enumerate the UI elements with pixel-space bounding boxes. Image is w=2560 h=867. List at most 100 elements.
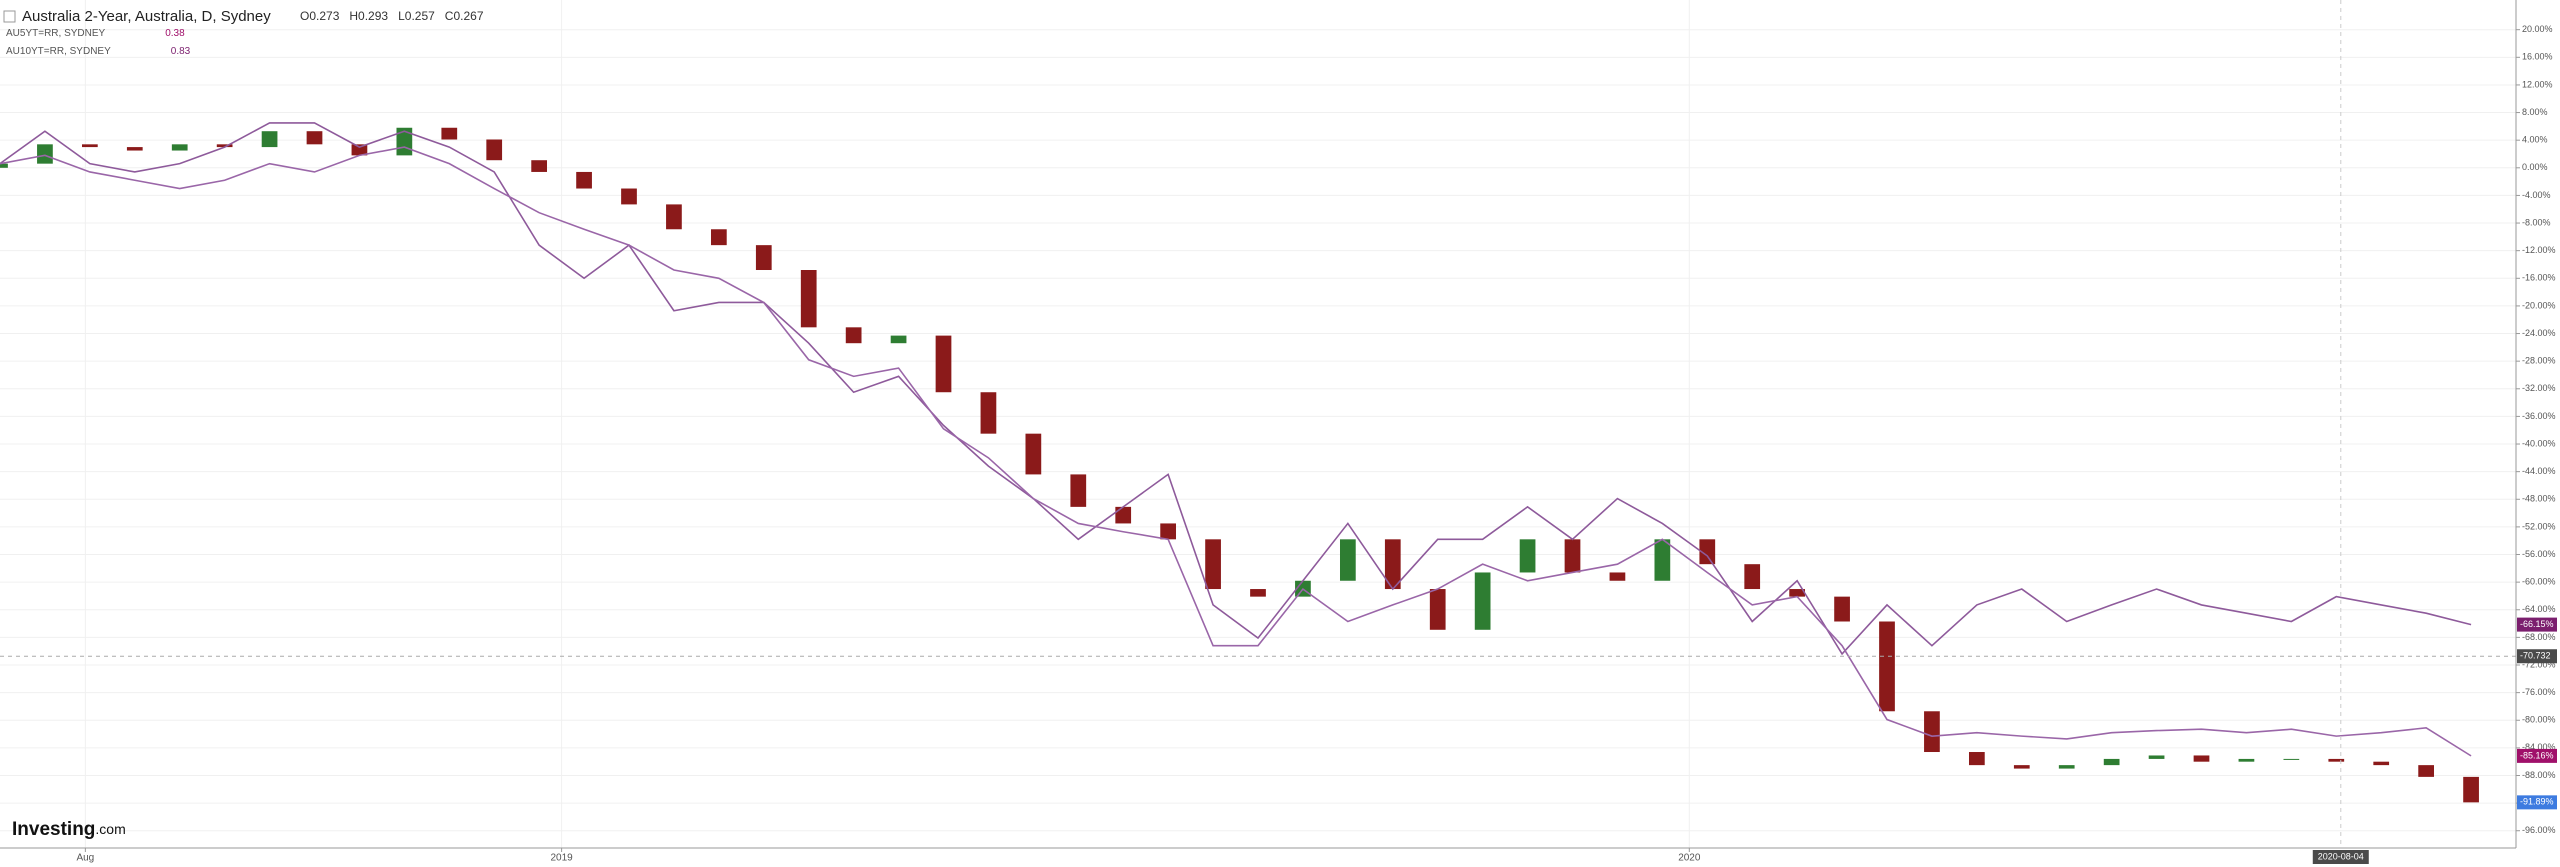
candle	[1025, 433, 1042, 475]
y-tick-label: -24.00%	[2522, 328, 2556, 338]
legend-value: 0.83	[171, 46, 191, 57]
y-tick-label: 4.00%	[2522, 135, 2548, 145]
candle	[1250, 589, 1266, 597]
price-tag	[2517, 795, 2557, 810]
ohlc-value: 0.257	[405, 9, 435, 23]
candle	[1115, 506, 1132, 524]
crosshair-x-tag-label: 2020-08-04	[2318, 851, 2364, 861]
candle	[486, 139, 503, 161]
candle	[710, 229, 727, 246]
y-tick-label: -64.00%	[2522, 604, 2556, 614]
y-tick-label: 12.00%	[2522, 79, 2553, 89]
candle	[261, 131, 278, 148]
price-tag-label: -85.16%	[2520, 750, 2554, 760]
candle	[1160, 523, 1177, 540]
y-tick-label: -4.00%	[2522, 190, 2551, 200]
collapse-icon[interactable]	[3, 10, 16, 23]
price-tag	[2517, 748, 2557, 763]
y-tick-label: 20.00%	[2522, 24, 2553, 34]
candle	[890, 335, 907, 344]
candle	[1924, 711, 1940, 753]
candle	[935, 335, 952, 393]
candle	[531, 160, 548, 172]
price-tag	[2517, 617, 2557, 632]
crosshair-x-tag	[2312, 850, 2369, 864]
candle	[1654, 539, 1671, 581]
candle	[621, 188, 637, 205]
line	[0, 122, 2472, 656]
candle	[1519, 539, 1536, 573]
x-tick-label: 2020	[1678, 853, 1701, 864]
y-tick-label: -28.00%	[2522, 356, 2556, 366]
candle	[126, 147, 143, 151]
candle	[37, 144, 53, 164]
y-tick-label: -60.00%	[2522, 577, 2556, 587]
candle	[1968, 752, 1985, 766]
candle	[1879, 621, 1895, 712]
candle	[1384, 539, 1401, 590]
candle	[441, 127, 458, 140]
y-tick-label: -76.00%	[2522, 687, 2556, 697]
candle	[216, 144, 233, 148]
candle	[2058, 765, 2075, 769]
candle	[1474, 572, 1491, 630]
candle	[1205, 539, 1221, 590]
candle	[1834, 596, 1850, 622]
grid	[0, 0, 2516, 848]
crosshair-tag-label: -70.732	[2520, 651, 2551, 661]
ohlc-value: 0.273	[309, 9, 339, 23]
y-tick-label: -44.00%	[2522, 466, 2556, 476]
candle	[351, 144, 368, 156]
candle	[1070, 474, 1087, 507]
crosshair-tag	[2517, 649, 2557, 664]
legend-value: 0.38	[165, 28, 185, 39]
candle	[2193, 755, 2210, 762]
y-tick-label: -16.00%	[2522, 273, 2556, 283]
ohlc-label: O	[300, 9, 309, 23]
y-tick-label: 16.00%	[2522, 52, 2553, 62]
candle	[1609, 572, 1626, 581]
y-tick-label: -68.00%	[2522, 632, 2556, 642]
legend-name: AU5YT=RR, SYDNEY	[6, 28, 106, 39]
candle	[2283, 758, 2300, 760]
candle	[81, 144, 98, 148]
y-tick-label: 0.00%	[2522, 162, 2548, 172]
candle	[1429, 589, 1446, 630]
ohlc-label: L	[398, 9, 405, 23]
price-tag-label: -91.89%	[2520, 797, 2554, 807]
candle	[576, 171, 592, 189]
y-tick-label: -96.00%	[2522, 825, 2556, 835]
candle	[0, 163, 8, 168]
candle	[2463, 776, 2479, 803]
y-tick-label: -8.00%	[2522, 217, 2551, 227]
candle	[1699, 539, 1716, 565]
legend-name: AU10YT=RR, SYDNEY	[6, 46, 111, 57]
candle	[2238, 758, 2255, 762]
ohlc-value: 0.293	[358, 9, 388, 23]
header: Australia 2-Year, Australia, D, Sydney O…	[3, 8, 484, 57]
y-tick-label: -32.00%	[2522, 383, 2556, 393]
candle	[1339, 539, 1356, 581]
logo-suffix: .com	[95, 821, 125, 837]
candle	[1744, 564, 1761, 590]
logo-text: Investing.com	[12, 819, 126, 840]
candle	[2103, 758, 2120, 766]
candle	[306, 131, 323, 145]
y-tick-label: -20.00%	[2522, 300, 2556, 310]
y-tick-label: -48.00%	[2522, 494, 2556, 504]
ohlc-label: C	[445, 9, 454, 23]
candle	[2418, 765, 2435, 777]
ohlc-value: 0.267	[453, 9, 483, 23]
candle	[980, 392, 997, 434]
x-tick-label: 2019	[550, 853, 573, 864]
ohlc-label: H	[349, 9, 358, 23]
legend-entry: AU5YT=RR, SYDNEY 0.38	[6, 28, 185, 39]
y-tick-label: -56.00%	[2522, 549, 2556, 559]
candle	[2013, 765, 2030, 769]
line	[0, 146, 2472, 757]
candle	[666, 204, 682, 230]
price-tag-label: -66.15%	[2520, 619, 2554, 629]
x-tick-label: Aug	[76, 853, 94, 864]
